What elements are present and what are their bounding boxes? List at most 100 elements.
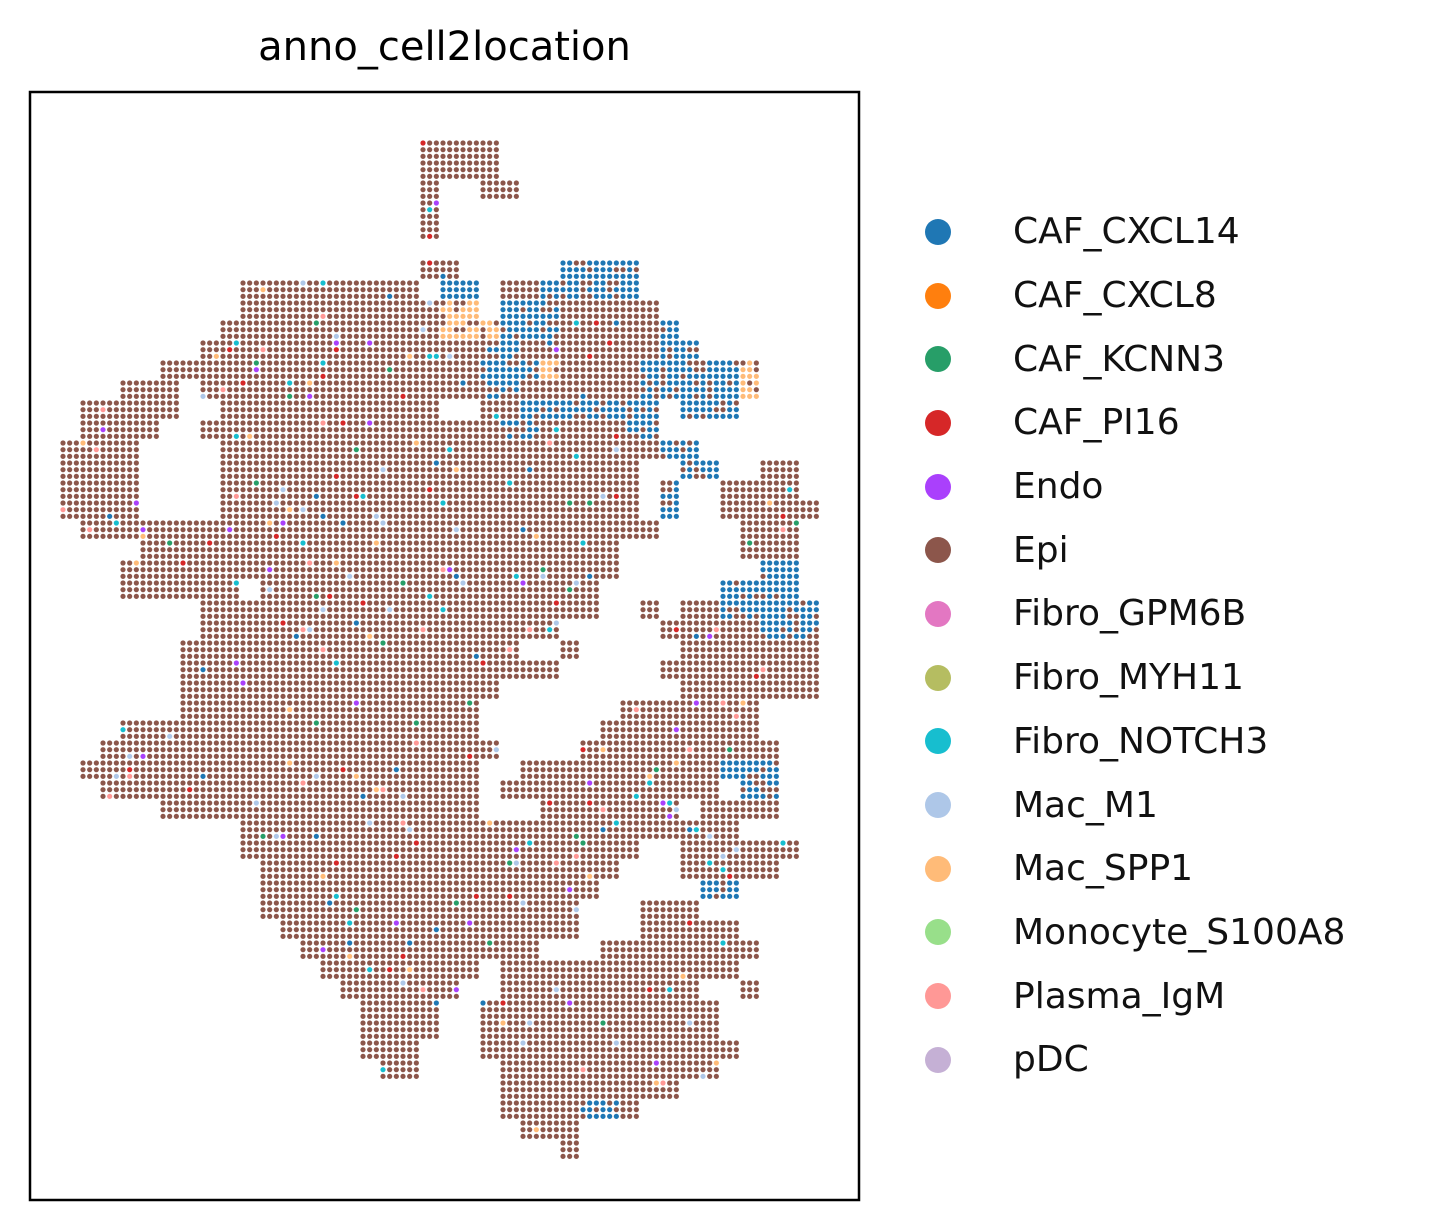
spot-plasma_igm: [420, 627, 426, 633]
spot-fibro_notch3: [440, 607, 446, 613]
spot-epi: [400, 353, 406, 359]
spot-epi: [353, 660, 359, 666]
spot-epi: [427, 527, 433, 533]
spot-epi: [593, 440, 599, 446]
spot-epi: [740, 500, 746, 506]
spot-epi: [740, 487, 746, 493]
spot-epi: [600, 300, 606, 306]
spot-epi: [613, 453, 619, 459]
spot-epi: [173, 400, 179, 406]
spot-epi: [307, 460, 313, 466]
spot-epi: [553, 513, 559, 519]
spot-epi: [573, 373, 579, 379]
spot-caf_pi16: [593, 320, 599, 326]
spot-epi: [407, 393, 413, 399]
spot-epi: [367, 660, 373, 666]
spot-epi: [293, 647, 299, 653]
spot-epi: [467, 500, 473, 506]
spot-epi: [220, 353, 226, 359]
spot-mac_spp1: [413, 440, 419, 446]
spot-epi: [353, 360, 359, 366]
spot-caf_cxcl14: [733, 367, 739, 373]
spot-epi: [560, 320, 566, 326]
spot-epi: [413, 300, 419, 306]
spot-endo: [267, 567, 273, 573]
spot-epi: [267, 653, 273, 659]
spot-epi: [340, 500, 346, 506]
spot-epi: [520, 533, 526, 539]
spot-epi: [393, 493, 399, 499]
spot-epi: [327, 340, 333, 346]
spot-epi: [307, 347, 313, 353]
spot-caf_cxcl14: [687, 453, 693, 459]
spot-epi: [553, 407, 559, 413]
spot-epi: [580, 353, 586, 359]
spot-epi: [467, 673, 473, 679]
spot-epi: [553, 380, 559, 386]
spot-epi: [307, 407, 313, 413]
spot-caf_cxcl14: [767, 573, 773, 579]
spot-epi: [560, 293, 566, 299]
spot-epi: [647, 300, 653, 306]
spot-epi: [493, 433, 499, 439]
spot-epi: [247, 313, 253, 319]
spot-epi: [187, 640, 193, 646]
spot-epi: [640, 453, 646, 459]
spot-epi: [253, 540, 259, 546]
spot-epi: [533, 353, 539, 359]
spot-epi: [420, 313, 426, 319]
spot-epi: [513, 353, 519, 359]
spot-epi: [300, 593, 306, 599]
spot-epi: [380, 353, 386, 359]
spot-epi: [360, 387, 366, 393]
spot-epi: [260, 427, 266, 433]
spot-epi: [607, 493, 613, 499]
spot-epi: [120, 393, 126, 399]
spot-epi: [527, 453, 533, 459]
spot-caf_cxcl14: [667, 373, 673, 379]
spot-epi: [407, 553, 413, 559]
spot-epi: [107, 520, 113, 526]
spot-epi: [507, 460, 513, 466]
spot-epi: [80, 447, 86, 453]
spot-epi: [573, 313, 579, 319]
spot-epi: [507, 453, 513, 459]
spot-epi: [193, 653, 199, 659]
spot-mac_spp1: [747, 367, 753, 373]
spot-epi: [167, 547, 173, 553]
spot-epi: [753, 627, 759, 633]
spot-epi: [273, 453, 279, 459]
spot-epi: [420, 580, 426, 586]
spot-epi: [320, 580, 326, 586]
spot-epi: [740, 520, 746, 526]
spot-epi: [427, 193, 433, 199]
spot-epi: [427, 587, 433, 593]
spot-epi: [480, 460, 486, 466]
spot-caf_cxcl14: [600, 293, 606, 299]
spot-caf_cxcl14: [527, 407, 533, 413]
spot-epi: [233, 353, 239, 359]
spot-epi: [567, 613, 573, 619]
spot-epi: [227, 547, 233, 553]
spot-epi: [247, 547, 253, 553]
spot-epi: [207, 633, 213, 639]
spot-epi: [220, 400, 226, 406]
spot-epi: [340, 607, 346, 613]
spot-epi: [607, 380, 613, 386]
spot-epi: [780, 493, 786, 499]
spot-epi: [520, 567, 526, 573]
spot-epi: [400, 467, 406, 473]
spot-caf_cxcl14: [507, 333, 513, 339]
spot-epi: [440, 547, 446, 553]
spot-epi: [513, 547, 519, 553]
spot-caf_cxcl14: [667, 367, 673, 373]
spot-caf_cxcl14: [727, 360, 733, 366]
spot-epi: [280, 640, 286, 646]
spot-epi: [480, 327, 486, 333]
spot-epi: [793, 507, 799, 513]
spot-epi: [580, 333, 586, 339]
spot-epi: [107, 460, 113, 466]
spot-epi: [567, 320, 573, 326]
spot-epi: [173, 573, 179, 579]
spot-epi: [453, 600, 459, 606]
